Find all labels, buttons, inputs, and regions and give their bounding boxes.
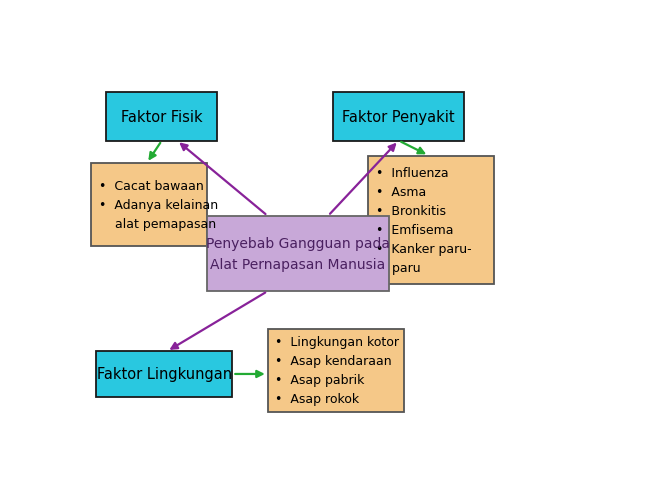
Text: Faktor Penyakit: Faktor Penyakit	[343, 109, 455, 124]
FancyBboxPatch shape	[268, 329, 404, 412]
FancyBboxPatch shape	[333, 92, 464, 141]
Text: Faktor Fisik: Faktor Fisik	[121, 109, 203, 124]
Text: •  Influenza
•  Asma
•  Bronkitis
•  Emfisema
•  Kanker paru-
    paru: • Influenza • Asma • Bronkitis • Emfisem…	[376, 166, 471, 274]
FancyBboxPatch shape	[369, 156, 494, 284]
Text: Penyebab Gangguan pada
Alat Pernapasan Manusia: Penyebab Gangguan pada Alat Pernapasan M…	[206, 237, 390, 271]
Text: Faktor Lingkungan: Faktor Lingkungan	[97, 366, 232, 382]
FancyBboxPatch shape	[107, 92, 217, 141]
FancyBboxPatch shape	[91, 164, 207, 246]
FancyBboxPatch shape	[96, 352, 233, 397]
Text: •  Lingkungan kotor
•  Asap kendaraan
•  Asap pabrik
•  Asap rokok: • Lingkungan kotor • Asap kendaraan • As…	[275, 336, 399, 406]
Text: •  Cacat bawaan
•  Adanya kelainan
    alat pemapasan: • Cacat bawaan • Adanya kelainan alat pe…	[99, 180, 218, 230]
FancyBboxPatch shape	[207, 216, 389, 291]
